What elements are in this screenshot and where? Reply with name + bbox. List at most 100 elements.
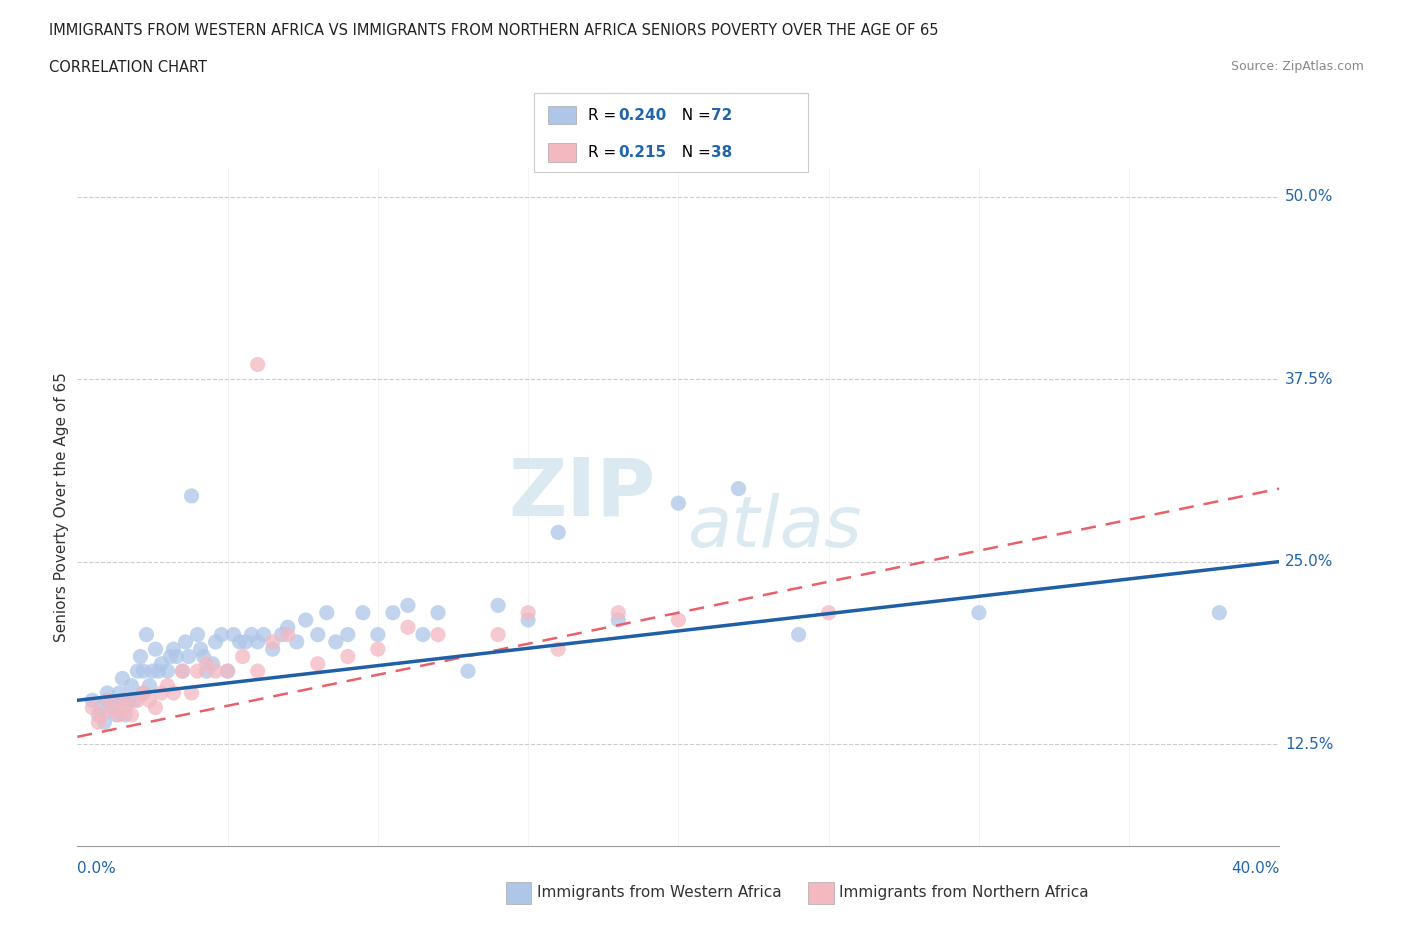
Text: R =: R = (588, 145, 621, 160)
Point (396, 620, 419, 635)
Point (190, 642, 212, 657)
Point (156, 664, 179, 679)
Point (246, 634, 269, 649)
Point (120, 708, 142, 723)
Point (103, 703, 125, 718)
Point (787, 627, 810, 642)
Point (186, 627, 209, 642)
Point (204, 634, 226, 649)
Point (367, 642, 389, 657)
Point (180, 488, 202, 503)
Text: 0.0%: 0.0% (77, 861, 117, 876)
Point (127, 693, 149, 708)
Point (186, 664, 209, 679)
Point (228, 634, 250, 649)
Point (294, 613, 316, 628)
Point (177, 649, 200, 664)
Point (132, 685, 155, 700)
Point (90, 700, 112, 715)
Point (193, 649, 215, 664)
Point (105, 708, 128, 723)
Point (201, 657, 224, 671)
Point (148, 664, 170, 679)
Point (727, 481, 749, 496)
Point (367, 627, 389, 642)
Text: 37.5%: 37.5% (1285, 372, 1333, 387)
Point (166, 649, 188, 664)
Point (120, 678, 142, 693)
Point (93, 715, 115, 730)
Point (156, 678, 179, 693)
Point (427, 627, 450, 642)
Point (108, 685, 131, 700)
Point (336, 649, 359, 664)
Point (457, 664, 479, 679)
Point (307, 657, 329, 671)
Text: N =: N = (672, 145, 716, 160)
Point (195, 657, 218, 671)
Point (96, 693, 118, 708)
Point (90, 708, 112, 723)
Text: N =: N = (672, 108, 716, 123)
Point (111, 693, 134, 708)
Point (315, 605, 337, 620)
Point (1208, 605, 1230, 620)
Point (381, 605, 404, 620)
Point (222, 627, 245, 642)
Text: 25.0%: 25.0% (1285, 554, 1333, 569)
Point (817, 605, 839, 620)
Point (145, 642, 167, 657)
Text: IMMIGRANTS FROM WESTERN AFRICA VS IMMIGRANTS FROM NORTHERN AFRICA SENIORS POVERT: IMMIGRANTS FROM WESTERN AFRICA VS IMMIGR… (49, 23, 939, 38)
Point (517, 613, 540, 628)
Point (668, 496, 690, 511)
Text: 72: 72 (711, 108, 733, 123)
Point (172, 664, 194, 679)
Point (517, 605, 540, 620)
Point (246, 664, 269, 679)
Point (172, 664, 194, 679)
Point (103, 700, 125, 715)
Point (204, 664, 226, 679)
Point (117, 693, 139, 708)
Point (486, 598, 509, 613)
Point (246, 357, 269, 372)
Text: 40.0%: 40.0% (1232, 861, 1279, 876)
Point (162, 685, 184, 700)
Point (232, 649, 254, 664)
Point (607, 613, 630, 628)
Point (96, 693, 118, 708)
Point (262, 634, 284, 649)
Text: 50.0%: 50.0% (1285, 189, 1333, 204)
Point (277, 627, 299, 642)
Point (159, 649, 181, 664)
Point (285, 634, 308, 649)
Point (174, 634, 197, 649)
Text: ZIP: ZIP (509, 454, 655, 532)
Point (162, 642, 184, 657)
Point (150, 657, 173, 671)
Point (111, 693, 134, 708)
Text: Source: ZipAtlas.com: Source: ZipAtlas.com (1230, 60, 1364, 73)
Point (82, 700, 104, 715)
Point (124, 693, 146, 708)
Text: CORRELATION CHART: CORRELATION CHART (49, 60, 207, 75)
Y-axis label: Seniors Poverty Over the Age of 65: Seniors Poverty Over the Age of 65 (53, 372, 69, 642)
Point (217, 664, 239, 679)
Point (141, 664, 163, 679)
Point (114, 708, 136, 723)
Point (277, 620, 299, 635)
Point (195, 664, 218, 679)
Point (138, 693, 160, 708)
Point (129, 649, 152, 664)
Point (668, 613, 690, 628)
Point (217, 664, 239, 679)
Point (307, 627, 329, 642)
Point (111, 671, 134, 685)
Point (82, 693, 104, 708)
Point (132, 685, 155, 700)
Point (87, 715, 110, 730)
Text: 38: 38 (711, 145, 733, 160)
Point (114, 700, 136, 715)
Point (547, 642, 569, 657)
Point (96, 685, 118, 700)
